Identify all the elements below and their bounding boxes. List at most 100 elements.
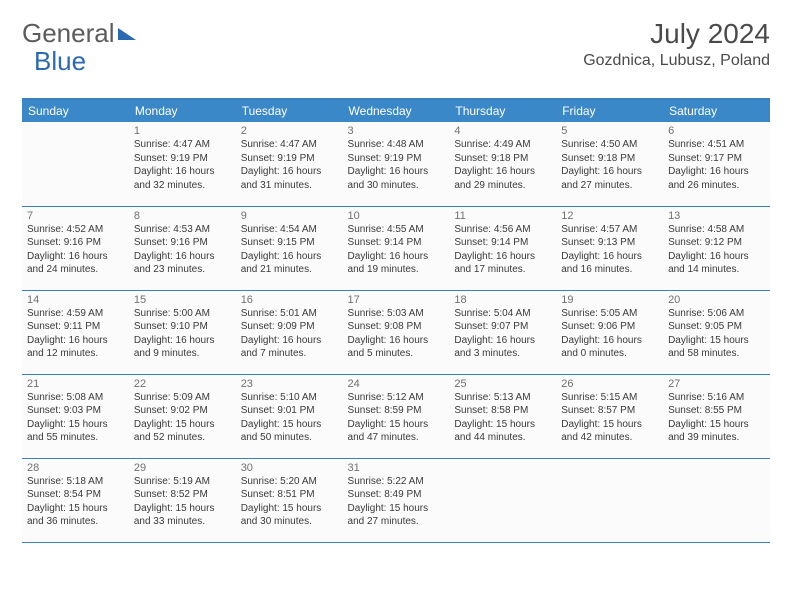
daylight-line: Daylight: 15 hours xyxy=(27,502,124,516)
daylight-line-2: and 23 minutes. xyxy=(134,263,231,277)
sunrise-line: Sunrise: 4:55 AM xyxy=(348,223,445,237)
day-cell: 18Sunrise: 5:04 AMSunset: 9:07 PMDayligh… xyxy=(449,290,556,374)
day-cell: 21Sunrise: 5:08 AMSunset: 9:03 PMDayligh… xyxy=(22,374,129,458)
daylight-line-2: and 21 minutes. xyxy=(241,263,338,277)
day-cell: 24Sunrise: 5:12 AMSunset: 8:59 PMDayligh… xyxy=(343,374,450,458)
day-cell: 2Sunrise: 4:47 AMSunset: 9:19 PMDaylight… xyxy=(236,122,343,206)
sunset-line: Sunset: 9:01 PM xyxy=(241,404,338,418)
day-cell: 4Sunrise: 4:49 AMSunset: 9:18 PMDaylight… xyxy=(449,122,556,206)
day-cell: 27Sunrise: 5:16 AMSunset: 8:55 PMDayligh… xyxy=(663,374,770,458)
sunrise-line: Sunrise: 4:49 AM xyxy=(454,138,551,152)
day-number: 22 xyxy=(134,378,231,390)
day-cell: 10Sunrise: 4:55 AMSunset: 9:14 PMDayligh… xyxy=(343,206,450,290)
day-number: 2 xyxy=(241,125,338,137)
daylight-line: Daylight: 16 hours xyxy=(454,250,551,264)
daylight-line-2: and 14 minutes. xyxy=(668,263,765,277)
daylight-line-2: and 17 minutes. xyxy=(454,263,551,277)
daylight-line: Daylight: 16 hours xyxy=(668,165,765,179)
sunset-line: Sunset: 9:14 PM xyxy=(454,236,551,250)
calendar-row: 1Sunrise: 4:47 AMSunset: 9:19 PMDaylight… xyxy=(22,122,770,206)
daylight-line: Daylight: 15 hours xyxy=(241,502,338,516)
sunrise-line: Sunrise: 5:12 AM xyxy=(348,391,445,405)
sunset-line: Sunset: 9:17 PM xyxy=(668,152,765,166)
logo-text-1: General xyxy=(22,18,115,49)
sunset-line: Sunset: 9:14 PM xyxy=(348,236,445,250)
sunset-line: Sunset: 9:05 PM xyxy=(668,320,765,334)
sunrise-line: Sunrise: 5:15 AM xyxy=(561,391,658,405)
sunrise-line: Sunrise: 4:50 AM xyxy=(561,138,658,152)
daylight-line: Daylight: 16 hours xyxy=(561,250,658,264)
location: Gozdnica, Lubusz, Poland xyxy=(583,52,770,70)
day-number: 25 xyxy=(454,378,551,390)
calendar-row: 28Sunrise: 5:18 AMSunset: 8:54 PMDayligh… xyxy=(22,458,770,542)
sunrise-line: Sunrise: 4:54 AM xyxy=(241,223,338,237)
day-number: 21 xyxy=(27,378,124,390)
daylight-line: Daylight: 15 hours xyxy=(454,418,551,432)
daylight-line: Daylight: 16 hours xyxy=(241,250,338,264)
daylight-line: Daylight: 15 hours xyxy=(668,334,765,348)
sunrise-line: Sunrise: 4:52 AM xyxy=(27,223,124,237)
daylight-line: Daylight: 16 hours xyxy=(561,165,658,179)
header: General July 2024 Gozdnica, Lubusz, Pola… xyxy=(22,18,770,70)
sunset-line: Sunset: 9:15 PM xyxy=(241,236,338,250)
sunrise-line: Sunrise: 5:04 AM xyxy=(454,307,551,321)
daylight-line-2: and 9 minutes. xyxy=(134,347,231,361)
daylight-line: Daylight: 16 hours xyxy=(348,334,445,348)
weekday-header: Monday xyxy=(129,99,236,122)
day-number: 31 xyxy=(348,462,445,474)
daylight-line-2: and 58 minutes. xyxy=(668,347,765,361)
daylight-line-2: and 26 minutes. xyxy=(668,179,765,193)
day-cell: 26Sunrise: 5:15 AMSunset: 8:57 PMDayligh… xyxy=(556,374,663,458)
daylight-line: Daylight: 16 hours xyxy=(241,334,338,348)
month-title: July 2024 xyxy=(583,18,770,50)
daylight-line-2: and 16 minutes. xyxy=(561,263,658,277)
daylight-line: Daylight: 16 hours xyxy=(27,250,124,264)
day-number: 9 xyxy=(241,210,338,222)
sunrise-line: Sunrise: 4:47 AM xyxy=(241,138,338,152)
sunrise-line: Sunrise: 4:53 AM xyxy=(134,223,231,237)
day-number: 6 xyxy=(668,125,765,137)
day-cell: 30Sunrise: 5:20 AMSunset: 8:51 PMDayligh… xyxy=(236,458,343,542)
day-number: 1 xyxy=(134,125,231,137)
sunrise-line: Sunrise: 5:01 AM xyxy=(241,307,338,321)
empty-cell xyxy=(22,122,129,206)
sunrise-line: Sunrise: 5:19 AM xyxy=(134,475,231,489)
sunset-line: Sunset: 8:49 PM xyxy=(348,488,445,502)
daylight-line: Daylight: 15 hours xyxy=(348,502,445,516)
daylight-line: Daylight: 15 hours xyxy=(668,418,765,432)
daylight-line: Daylight: 16 hours xyxy=(134,250,231,264)
day-number: 8 xyxy=(134,210,231,222)
daylight-line-2: and 33 minutes. xyxy=(134,515,231,529)
sunrise-line: Sunrise: 5:06 AM xyxy=(668,307,765,321)
sunrise-line: Sunrise: 4:59 AM xyxy=(27,307,124,321)
day-number: 24 xyxy=(348,378,445,390)
daylight-line: Daylight: 15 hours xyxy=(241,418,338,432)
daylight-line-2: and 5 minutes. xyxy=(348,347,445,361)
sunset-line: Sunset: 9:09 PM xyxy=(241,320,338,334)
day-cell: 17Sunrise: 5:03 AMSunset: 9:08 PMDayligh… xyxy=(343,290,450,374)
sunset-line: Sunset: 8:55 PM xyxy=(668,404,765,418)
sunset-line: Sunset: 9:10 PM xyxy=(134,320,231,334)
daylight-line-2: and 44 minutes. xyxy=(454,431,551,445)
daylight-line: Daylight: 16 hours xyxy=(348,250,445,264)
day-number: 19 xyxy=(561,294,658,306)
daylight-line-2: and 7 minutes. xyxy=(241,347,338,361)
sunrise-line: Sunrise: 4:47 AM xyxy=(134,138,231,152)
sunset-line: Sunset: 9:11 PM xyxy=(27,320,124,334)
day-cell: 8Sunrise: 4:53 AMSunset: 9:16 PMDaylight… xyxy=(129,206,236,290)
sunset-line: Sunset: 9:16 PM xyxy=(134,236,231,250)
weekday-header: Friday xyxy=(556,99,663,122)
day-number: 26 xyxy=(561,378,658,390)
empty-cell xyxy=(449,458,556,542)
day-number: 10 xyxy=(348,210,445,222)
day-number: 7 xyxy=(27,210,124,222)
sunset-line: Sunset: 9:18 PM xyxy=(561,152,658,166)
sunrise-line: Sunrise: 4:51 AM xyxy=(668,138,765,152)
day-cell: 7Sunrise: 4:52 AMSunset: 9:16 PMDaylight… xyxy=(22,206,129,290)
day-cell: 1Sunrise: 4:47 AMSunset: 9:19 PMDaylight… xyxy=(129,122,236,206)
sunrise-line: Sunrise: 5:13 AM xyxy=(454,391,551,405)
sunset-line: Sunset: 9:03 PM xyxy=(27,404,124,418)
day-number: 30 xyxy=(241,462,338,474)
day-cell: 29Sunrise: 5:19 AMSunset: 8:52 PMDayligh… xyxy=(129,458,236,542)
weekday-header: Wednesday xyxy=(343,99,450,122)
